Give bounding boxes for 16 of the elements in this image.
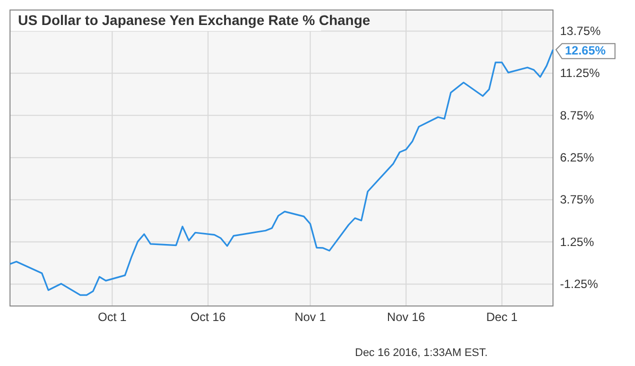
y-tick-label: 13.75% xyxy=(560,24,602,38)
x-tick-label: Nov 1 xyxy=(294,310,326,324)
y-tick-label: 11.25% xyxy=(560,66,600,80)
y-tick-label: 1.25% xyxy=(560,234,594,249)
text: Dec 16 2016, 1:33AM EST. xyxy=(355,347,488,359)
x-tick-label: Dec 1 xyxy=(486,310,518,324)
chart-title: US Dollar to Japanese Yen Exchange Rate % Change xyxy=(18,12,370,28)
y-tick-label: 8.75% xyxy=(560,108,594,122)
x-tick-label: Nov 16 xyxy=(387,310,426,324)
y-tick-label: 3.75% xyxy=(560,192,594,207)
line-series xyxy=(9,48,554,296)
x-tick-label: Oct 1 xyxy=(98,310,127,324)
y-tick-label: 6.25% xyxy=(560,150,594,165)
annotation: 12.65% xyxy=(565,44,606,58)
x-tick-label: Oct 16 xyxy=(190,310,226,324)
y-tick-label: -1.25% xyxy=(560,277,598,292)
